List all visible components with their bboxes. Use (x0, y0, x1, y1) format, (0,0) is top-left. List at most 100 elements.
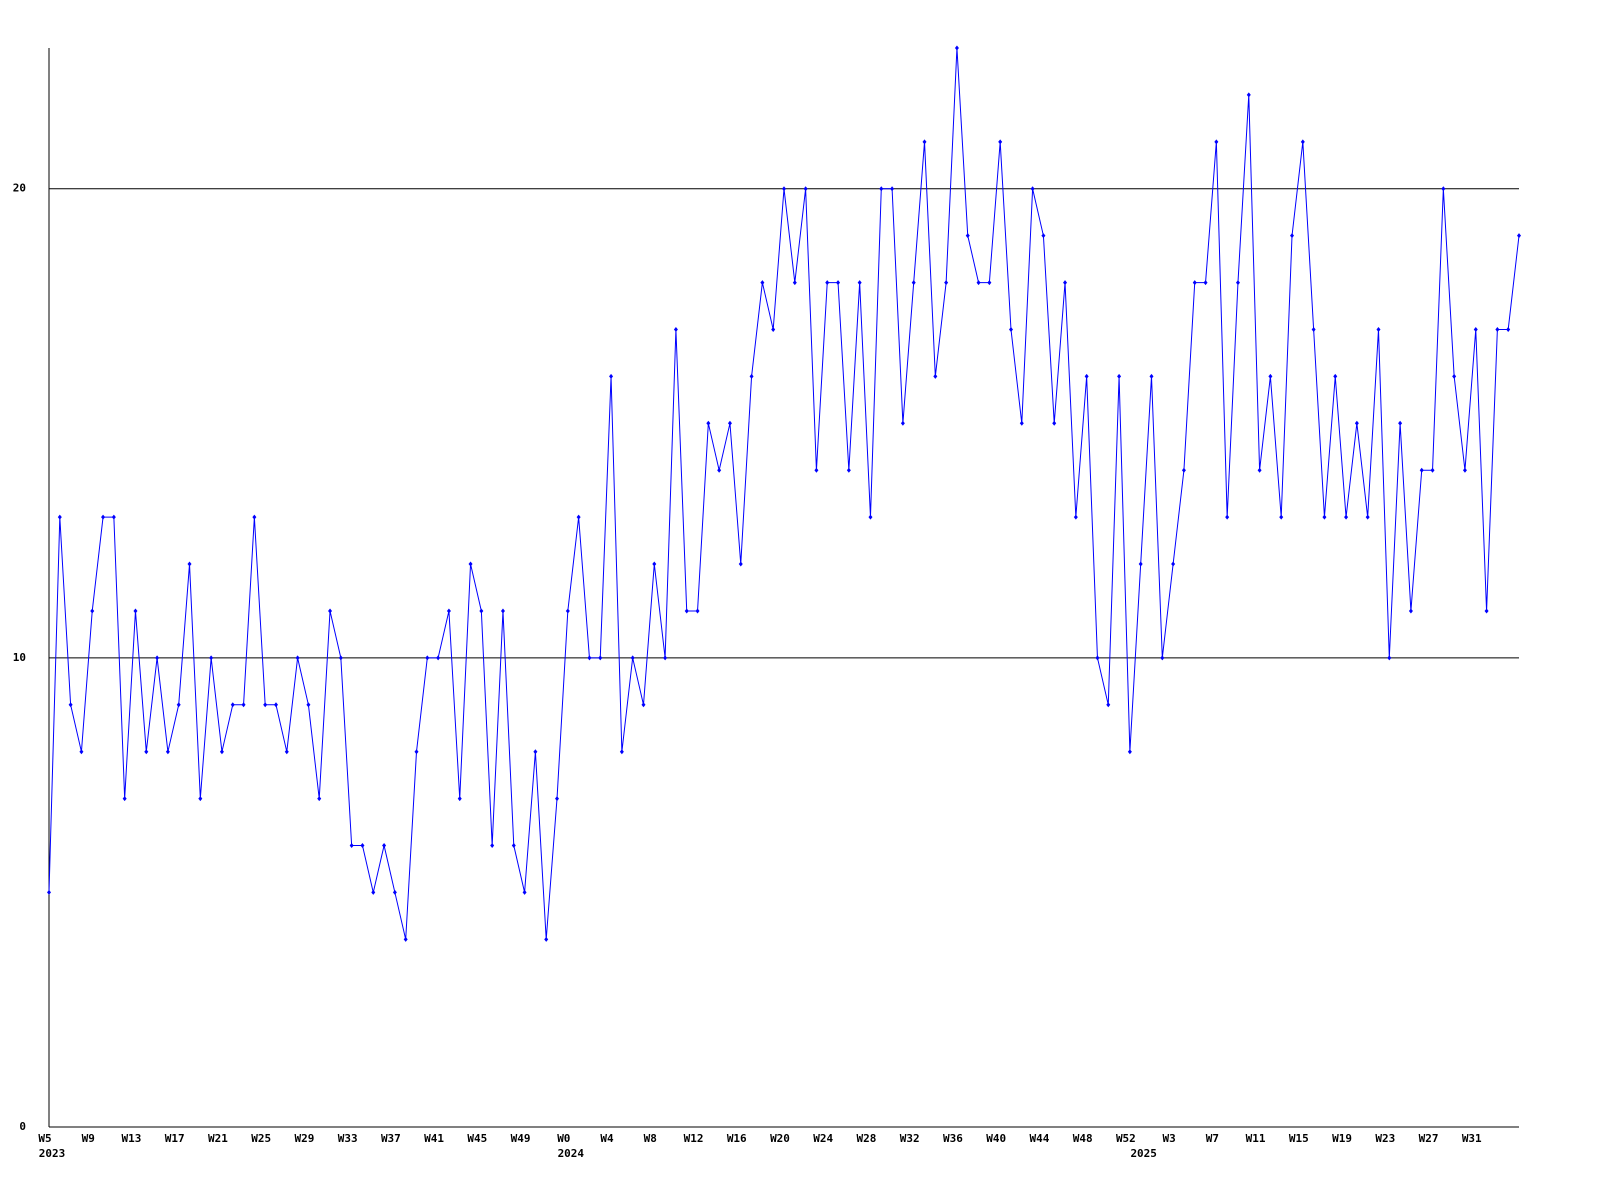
data-point (306, 702, 311, 708)
data-point (803, 186, 808, 192)
data-point (263, 702, 268, 708)
data-point (695, 608, 700, 614)
data-point (1484, 608, 1489, 614)
data-point (500, 608, 505, 614)
data-point (446, 608, 451, 614)
data-point (1506, 326, 1511, 332)
x-tick-label: W21 (208, 1132, 228, 1145)
y-tick-label: 10 (13, 651, 26, 664)
data-point (425, 655, 430, 661)
x-tick-label: W36 (943, 1132, 963, 1145)
data-point (1041, 233, 1046, 239)
data-point (382, 843, 387, 849)
data-point (1095, 655, 1100, 661)
data-point (230, 702, 235, 708)
y-tick-label: 0 (19, 1120, 26, 1133)
data-point (1419, 467, 1424, 473)
data-point (414, 749, 419, 755)
data-point (1387, 655, 1392, 661)
data-point (198, 796, 203, 802)
x-tick-label: W44 (1029, 1132, 1049, 1145)
data-line (48, 47, 1520, 940)
data-point (479, 608, 484, 614)
data-point (544, 936, 549, 942)
x-tick-label: W11 (1246, 1132, 1266, 1145)
data-point (165, 749, 170, 755)
data-point (652, 561, 657, 567)
data-point (155, 655, 160, 661)
data-point (965, 233, 970, 239)
data-point (1408, 608, 1413, 614)
data-point (1376, 326, 1381, 332)
data-point (944, 280, 949, 286)
data-point (1030, 186, 1035, 192)
data-point (673, 326, 678, 332)
x-tick-label: W40 (986, 1132, 1006, 1145)
data-point (317, 796, 322, 802)
data-point (933, 373, 938, 379)
data-point (1354, 420, 1359, 426)
x-tick-label: W52 (1116, 1132, 1136, 1145)
x-tick-label: W8 (644, 1132, 657, 1145)
data-point (1063, 280, 1068, 286)
data-point (1344, 514, 1349, 520)
data-point (1235, 280, 1240, 286)
x-tick-label: W29 (294, 1132, 314, 1145)
data-point (457, 796, 462, 802)
data-point (360, 843, 365, 849)
data-point (1127, 749, 1132, 755)
x-tick-label: W45 (467, 1132, 487, 1145)
x-tick-label: W17 (165, 1132, 185, 1145)
data-point (576, 514, 581, 520)
data-point (1398, 420, 1403, 426)
data-point (1495, 326, 1500, 332)
data-point (187, 561, 192, 567)
x-tick-label: W13 (122, 1132, 142, 1145)
data-point (47, 889, 51, 895)
x-year-label: 2025 (1130, 1147, 1157, 1160)
x-tick-label: W15 (1289, 1132, 1309, 1145)
data-point (641, 702, 646, 708)
data-point (1333, 373, 1338, 379)
data-point (987, 280, 992, 286)
data-point (1138, 561, 1143, 567)
data-point (144, 749, 149, 755)
x-tick-label: W19 (1332, 1132, 1352, 1145)
data-point (1452, 373, 1457, 379)
x-tick-label: W32 (900, 1132, 920, 1145)
data-point (825, 280, 830, 286)
y-tick-label: 20 (13, 182, 26, 195)
x-tick-label: W9 (82, 1132, 95, 1145)
data-point (717, 467, 722, 473)
data-point (900, 420, 905, 426)
x-tick-label: W24 (813, 1132, 833, 1145)
x-tick-label: W31 (1462, 1132, 1482, 1145)
data-point (922, 139, 927, 145)
data-point (1117, 373, 1122, 379)
data-point (1106, 702, 1111, 708)
x-tick-label: W49 (511, 1132, 531, 1145)
x-tick-label: W41 (424, 1132, 444, 1145)
data-point (219, 749, 224, 755)
data-point (1149, 373, 1154, 379)
data-point (1279, 514, 1284, 520)
x-tick-label: W23 (1375, 1132, 1395, 1145)
x-tick-label: W16 (727, 1132, 747, 1145)
data-point (1171, 561, 1176, 567)
x-tick-label: W12 (684, 1132, 704, 1145)
data-point (565, 608, 570, 614)
data-point (1246, 92, 1251, 98)
data-point (1441, 186, 1446, 192)
data-point (846, 467, 851, 473)
data-point (587, 655, 592, 661)
data-point (1430, 467, 1435, 473)
data-point (1214, 139, 1219, 145)
data-point (1019, 420, 1024, 426)
data-point (684, 608, 689, 614)
data-point (79, 749, 84, 755)
data-point (338, 655, 343, 661)
x-tick-label: W48 (1073, 1132, 1093, 1145)
data-point (1225, 514, 1230, 520)
data-point (1160, 655, 1165, 661)
